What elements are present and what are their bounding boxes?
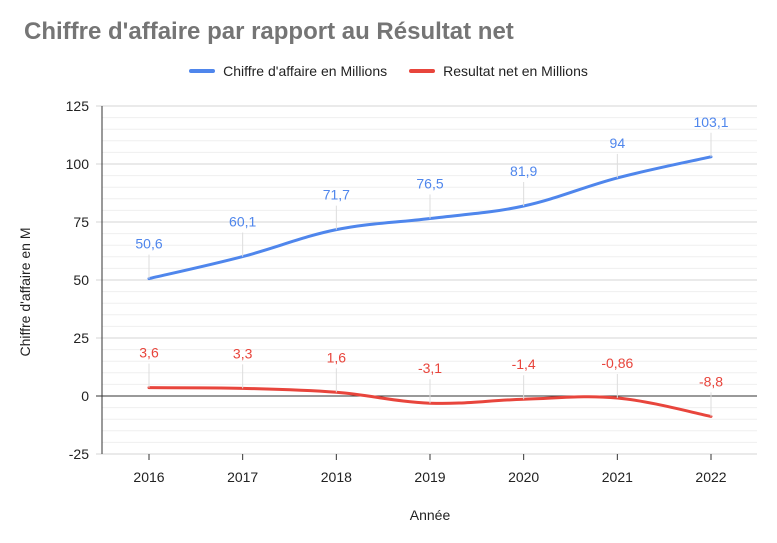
data-label-net-result: -8,8 <box>699 373 723 389</box>
y-tick-label: 0 <box>81 388 89 404</box>
data-label-revenue: 60,1 <box>229 214 256 230</box>
x-tick-label: 2020 <box>508 469 539 485</box>
y-tick-label: 100 <box>66 156 90 172</box>
axes: -25 0 25 50 75 100 125 2016 2017 2018 2019 2020 2021… <box>66 98 727 485</box>
data-label-net-result: 1,6 <box>327 349 347 365</box>
legend-item-revenue: Chiffre d'affaire en Millions <box>189 63 387 79</box>
legend-label-revenue: Chiffre d'affaire en Millions <box>223 63 388 79</box>
data-label-net-result: 3,6 <box>139 345 159 361</box>
y-tick-label: 125 <box>66 98 90 114</box>
legend-label-net-result: Resultat net en Millions <box>443 63 588 79</box>
x-tick-label: 2018 <box>321 469 352 485</box>
data-label-net-result: 3,3 <box>233 345 253 361</box>
data-label-revenue: 71,7 <box>323 187 350 203</box>
data-label-revenue: 81,9 <box>510 163 537 179</box>
data-label-net-result: -1,4 <box>512 356 536 372</box>
legend-item-net-result: Resultat net en Millions <box>409 63 588 79</box>
x-tick-label: 2017 <box>227 469 258 485</box>
legend: Chiffre d'affaire en Millions Resultat n… <box>0 63 777 79</box>
data-label-revenue: 76,5 <box>416 176 443 192</box>
data-labels: 50,6 60,1 71,7 76,5 81,9 94 103,1 3,6 3,3 1,6 -3,1… <box>135 114 729 417</box>
y-tick-label: 75 <box>73 214 89 230</box>
y-tick-label: 50 <box>73 272 89 288</box>
x-tick-label: 2019 <box>414 469 445 485</box>
gridlines <box>96 105 757 455</box>
x-tick-label: 2022 <box>695 469 726 485</box>
x-tick-label: 2016 <box>133 469 164 485</box>
data-label-revenue: 103,1 <box>693 114 728 130</box>
legend-swatch-net-result <box>409 69 436 73</box>
chart-title: Chiffre d'affaire par rapport au Résulta… <box>24 18 514 45</box>
data-label-revenue: 94 <box>610 135 626 151</box>
x-axis-title: Année <box>409 507 451 523</box>
data-label-net-result: -0,86 <box>601 355 633 371</box>
data-label-revenue: 50,6 <box>135 236 162 252</box>
data-label-net-result: -3,1 <box>418 360 442 376</box>
legend-swatch-revenue <box>189 69 216 73</box>
y-tick-label: -25 <box>69 446 89 462</box>
x-tick-label: 2021 <box>602 469 633 485</box>
y-tick-label: 25 <box>73 330 89 346</box>
